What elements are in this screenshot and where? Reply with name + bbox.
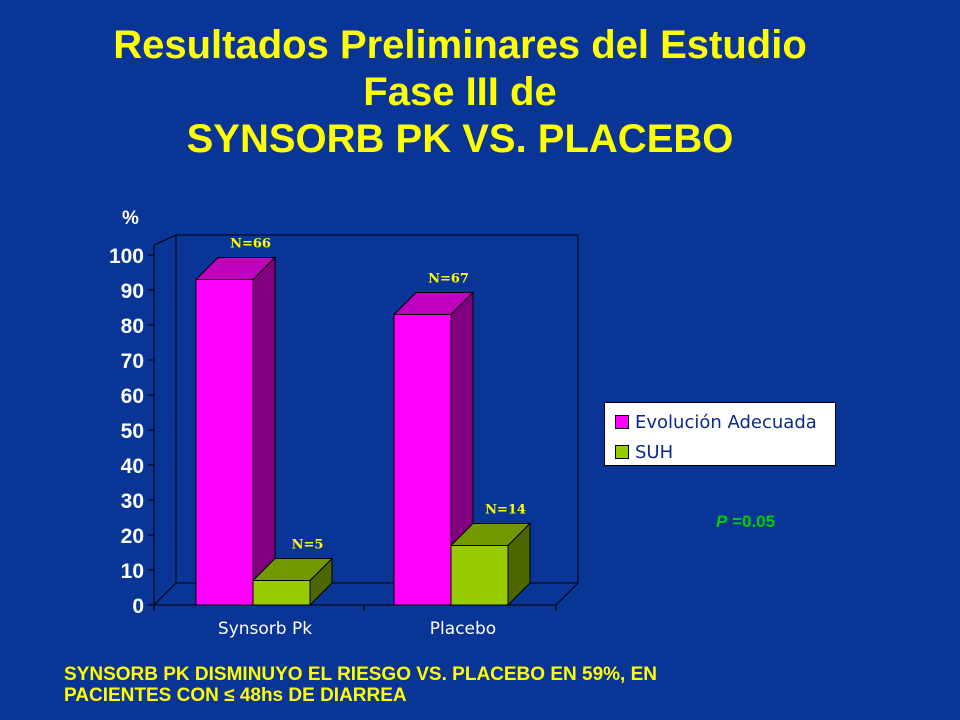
data-label: N=14 [485,503,526,518]
bar-side [252,256,276,607]
data-label: N=66 [230,237,271,252]
y-tick-label: 0 [132,595,144,618]
y-tick-label: 90 [121,280,144,303]
y-tick-label: 30 [121,490,144,513]
y-tick-label: 70 [121,350,144,373]
bar [450,545,509,606]
chart-legend: Evolución Adecuada SUH [604,402,836,466]
legend-item-evolucion: Evolución Adecuada [615,411,817,433]
x-tick-label: Synsorb Pk [218,619,312,639]
x-tick-label: Placebo [430,619,496,639]
conclusion-line-1: SYNSORB PK DISMINUYO EL RIESGO VS. PLACE… [64,664,657,685]
bar [393,314,452,606]
legend-swatch-evolucion [615,415,629,429]
y-tick-label: 60 [121,385,144,408]
y-tick-label: 100 [109,245,144,268]
legend-label-suh: SUH [635,441,674,463]
side-wall-top [153,234,177,246]
title-line-3: SYNSORB PK VS. PLACEBO [186,117,734,161]
p-value-text: =0.05 [727,512,776,531]
y-axis-label: % [122,208,139,229]
legend-swatch-suh [615,445,629,459]
title-line-2: Fase III de [363,70,557,114]
legend-item-suh: SUH [615,441,673,463]
data-label: N=67 [428,272,469,287]
title-line-1: Resultados Preliminares del Estudio [113,23,807,67]
conclusion-text: SYNSORB PK DISMINUYO EL RIESGO VS. PLACE… [64,664,944,706]
bar [195,279,254,606]
bar [252,580,311,606]
legend-label-evolucion: Evolución Adecuada [635,411,817,433]
y-tick-label: 50 [121,420,144,443]
p-value: P =0.05 [716,512,775,532]
conclusion-line-2: PACIENTES CON ≤ 48hs DE DIARREA [64,685,407,706]
y-tick-label: 20 [121,525,144,548]
slide-title: Resultados Preliminares del Estudio Fase… [0,22,920,163]
y-tick-label: 10 [121,560,144,583]
y-tick-label: 80 [121,315,144,338]
p-symbol: P [716,512,728,531]
data-label: N=5 [292,538,324,553]
y-tick-label: 40 [121,455,144,478]
